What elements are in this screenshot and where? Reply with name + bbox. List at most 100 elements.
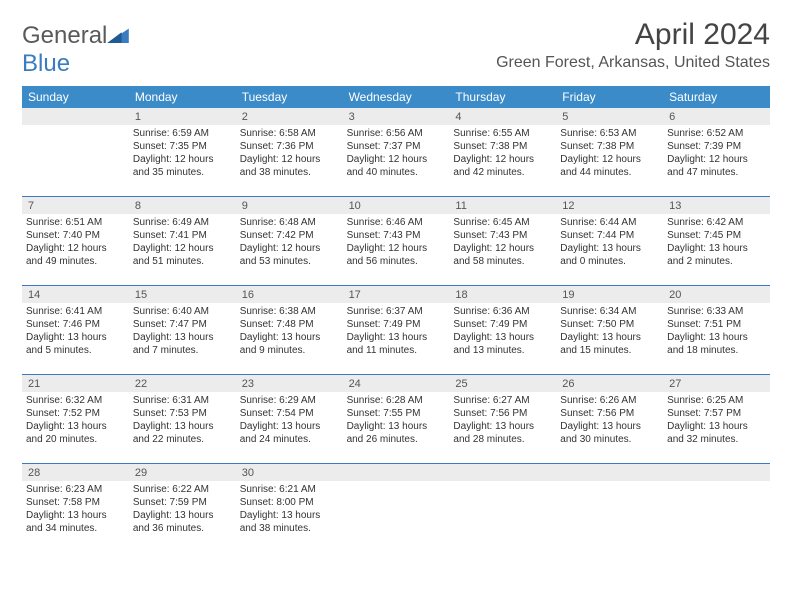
day-details: Sunrise: 6:29 AMSunset: 7:54 PMDaylight:… [236, 392, 343, 450]
sunrise-line: Sunrise: 6:31 AM [133, 394, 232, 407]
calendar-day: 30Sunrise: 6:21 AMSunset: 8:00 PMDayligh… [236, 464, 343, 552]
daylight-line: Daylight: 13 hours and 28 minutes. [453, 420, 552, 446]
sunset-line: Sunset: 7:50 PM [560, 318, 659, 331]
sunrise-line: Sunrise: 6:37 AM [347, 305, 446, 318]
brand-general: General [22, 22, 107, 49]
sunrise-line: Sunrise: 6:29 AM [240, 394, 339, 407]
daylight-line: Daylight: 12 hours and 44 minutes. [560, 153, 659, 179]
sunrise-line: Sunrise: 6:34 AM [560, 305, 659, 318]
sunrise-line: Sunrise: 6:22 AM [133, 483, 232, 496]
day-details: Sunrise: 6:53 AMSunset: 7:38 PMDaylight:… [556, 125, 663, 183]
daylight-line: Daylight: 12 hours and 38 minutes. [240, 153, 339, 179]
day-details: Sunrise: 6:32 AMSunset: 7:52 PMDaylight:… [22, 392, 129, 450]
calendar-week: 14Sunrise: 6:41 AMSunset: 7:46 PMDayligh… [22, 286, 770, 375]
day-number: 12 [556, 197, 663, 214]
sunrise-line: Sunrise: 6:40 AM [133, 305, 232, 318]
sunset-line: Sunset: 7:52 PM [26, 407, 125, 420]
daylight-line: Daylight: 13 hours and 7 minutes. [133, 331, 232, 357]
sunset-line: Sunset: 7:35 PM [133, 140, 232, 153]
day-number: 30 [236, 464, 343, 481]
sunrise-line: Sunrise: 6:27 AM [453, 394, 552, 407]
sunrise-line: Sunrise: 6:32 AM [26, 394, 125, 407]
brand-name: GeneralBlue [22, 22, 129, 78]
header-bar: GeneralBlue April 2024 Green Forest, Ark… [22, 18, 770, 78]
sunset-line: Sunset: 8:00 PM [240, 496, 339, 509]
day-header: Friday [556, 86, 663, 108]
day-details: Sunrise: 6:45 AMSunset: 7:43 PMDaylight:… [449, 214, 556, 272]
day-number: 28 [22, 464, 129, 481]
brand-blue: Blue [22, 50, 70, 77]
sunset-line: Sunset: 7:46 PM [26, 318, 125, 331]
daylight-line: Daylight: 12 hours and 40 minutes. [347, 153, 446, 179]
sunrise-line: Sunrise: 6:36 AM [453, 305, 552, 318]
daylight-line: Daylight: 13 hours and 32 minutes. [667, 420, 766, 446]
sunset-line: Sunset: 7:39 PM [667, 140, 766, 153]
day-number: 20 [663, 286, 770, 303]
day-details: Sunrise: 6:31 AMSunset: 7:53 PMDaylight:… [129, 392, 236, 450]
sunset-line: Sunset: 7:38 PM [453, 140, 552, 153]
sunset-line: Sunset: 7:54 PM [240, 407, 339, 420]
daylight-line: Daylight: 12 hours and 53 minutes. [240, 242, 339, 268]
sunset-line: Sunset: 7:56 PM [453, 407, 552, 420]
calendar-week: 28Sunrise: 6:23 AMSunset: 7:58 PMDayligh… [22, 464, 770, 552]
calendar-day: 7Sunrise: 6:51 AMSunset: 7:40 PMDaylight… [22, 197, 129, 285]
calendar-day: 6Sunrise: 6:52 AMSunset: 7:39 PMDaylight… [663, 108, 770, 196]
daylight-line: Daylight: 13 hours and 15 minutes. [560, 331, 659, 357]
sunrise-line: Sunrise: 6:46 AM [347, 216, 446, 229]
day-number: 23 [236, 375, 343, 392]
day-number [556, 464, 663, 481]
daylight-line: Daylight: 13 hours and 11 minutes. [347, 331, 446, 357]
calendar-day: 15Sunrise: 6:40 AMSunset: 7:47 PMDayligh… [129, 286, 236, 374]
calendar-day: 12Sunrise: 6:44 AMSunset: 7:44 PMDayligh… [556, 197, 663, 285]
day-details: Sunrise: 6:51 AMSunset: 7:40 PMDaylight:… [22, 214, 129, 272]
calendar-day [22, 108, 129, 196]
page-title: April 2024 [496, 18, 770, 52]
sunrise-line: Sunrise: 6:26 AM [560, 394, 659, 407]
daylight-line: Daylight: 12 hours and 56 minutes. [347, 242, 446, 268]
daylight-line: Daylight: 12 hours and 47 minutes. [667, 153, 766, 179]
sunset-line: Sunset: 7:49 PM [347, 318, 446, 331]
calendar-day: 9Sunrise: 6:48 AMSunset: 7:42 PMDaylight… [236, 197, 343, 285]
day-header: Monday [129, 86, 236, 108]
day-number: 4 [449, 108, 556, 125]
day-number: 14 [22, 286, 129, 303]
day-number [663, 464, 770, 481]
sunset-line: Sunset: 7:58 PM [26, 496, 125, 509]
day-details: Sunrise: 6:21 AMSunset: 8:00 PMDaylight:… [236, 481, 343, 539]
calendar-day: 18Sunrise: 6:36 AMSunset: 7:49 PMDayligh… [449, 286, 556, 374]
day-header: Tuesday [236, 86, 343, 108]
day-number: 27 [663, 375, 770, 392]
sunset-line: Sunset: 7:59 PM [133, 496, 232, 509]
day-details: Sunrise: 6:49 AMSunset: 7:41 PMDaylight:… [129, 214, 236, 272]
calendar-day [449, 464, 556, 552]
day-number: 5 [556, 108, 663, 125]
sunrise-line: Sunrise: 6:58 AM [240, 127, 339, 140]
sunset-line: Sunset: 7:44 PM [560, 229, 659, 242]
day-number: 6 [663, 108, 770, 125]
sunrise-line: Sunrise: 6:33 AM [667, 305, 766, 318]
daylight-line: Daylight: 13 hours and 26 minutes. [347, 420, 446, 446]
day-header: Thursday [449, 86, 556, 108]
sunrise-line: Sunrise: 6:21 AM [240, 483, 339, 496]
day-header: Wednesday [343, 86, 450, 108]
title-block: April 2024 Green Forest, Arkansas, Unite… [496, 18, 770, 72]
calendar-week: 1Sunrise: 6:59 AMSunset: 7:35 PMDaylight… [22, 108, 770, 197]
calendar-day: 11Sunrise: 6:45 AMSunset: 7:43 PMDayligh… [449, 197, 556, 285]
day-details: Sunrise: 6:42 AMSunset: 7:45 PMDaylight:… [663, 214, 770, 272]
day-details: Sunrise: 6:25 AMSunset: 7:57 PMDaylight:… [663, 392, 770, 450]
day-number: 17 [343, 286, 450, 303]
day-number [22, 108, 129, 125]
calendar-day: 25Sunrise: 6:27 AMSunset: 7:56 PMDayligh… [449, 375, 556, 463]
day-details: Sunrise: 6:28 AMSunset: 7:55 PMDaylight:… [343, 392, 450, 450]
day-number: 1 [129, 108, 236, 125]
sunrise-line: Sunrise: 6:38 AM [240, 305, 339, 318]
sunrise-line: Sunrise: 6:51 AM [26, 216, 125, 229]
location-subtitle: Green Forest, Arkansas, United States [496, 54, 770, 72]
day-number: 7 [22, 197, 129, 214]
daylight-line: Daylight: 12 hours and 35 minutes. [133, 153, 232, 179]
sunrise-line: Sunrise: 6:55 AM [453, 127, 552, 140]
day-number: 18 [449, 286, 556, 303]
sunrise-line: Sunrise: 6:44 AM [560, 216, 659, 229]
day-number: 10 [343, 197, 450, 214]
day-number: 24 [343, 375, 450, 392]
